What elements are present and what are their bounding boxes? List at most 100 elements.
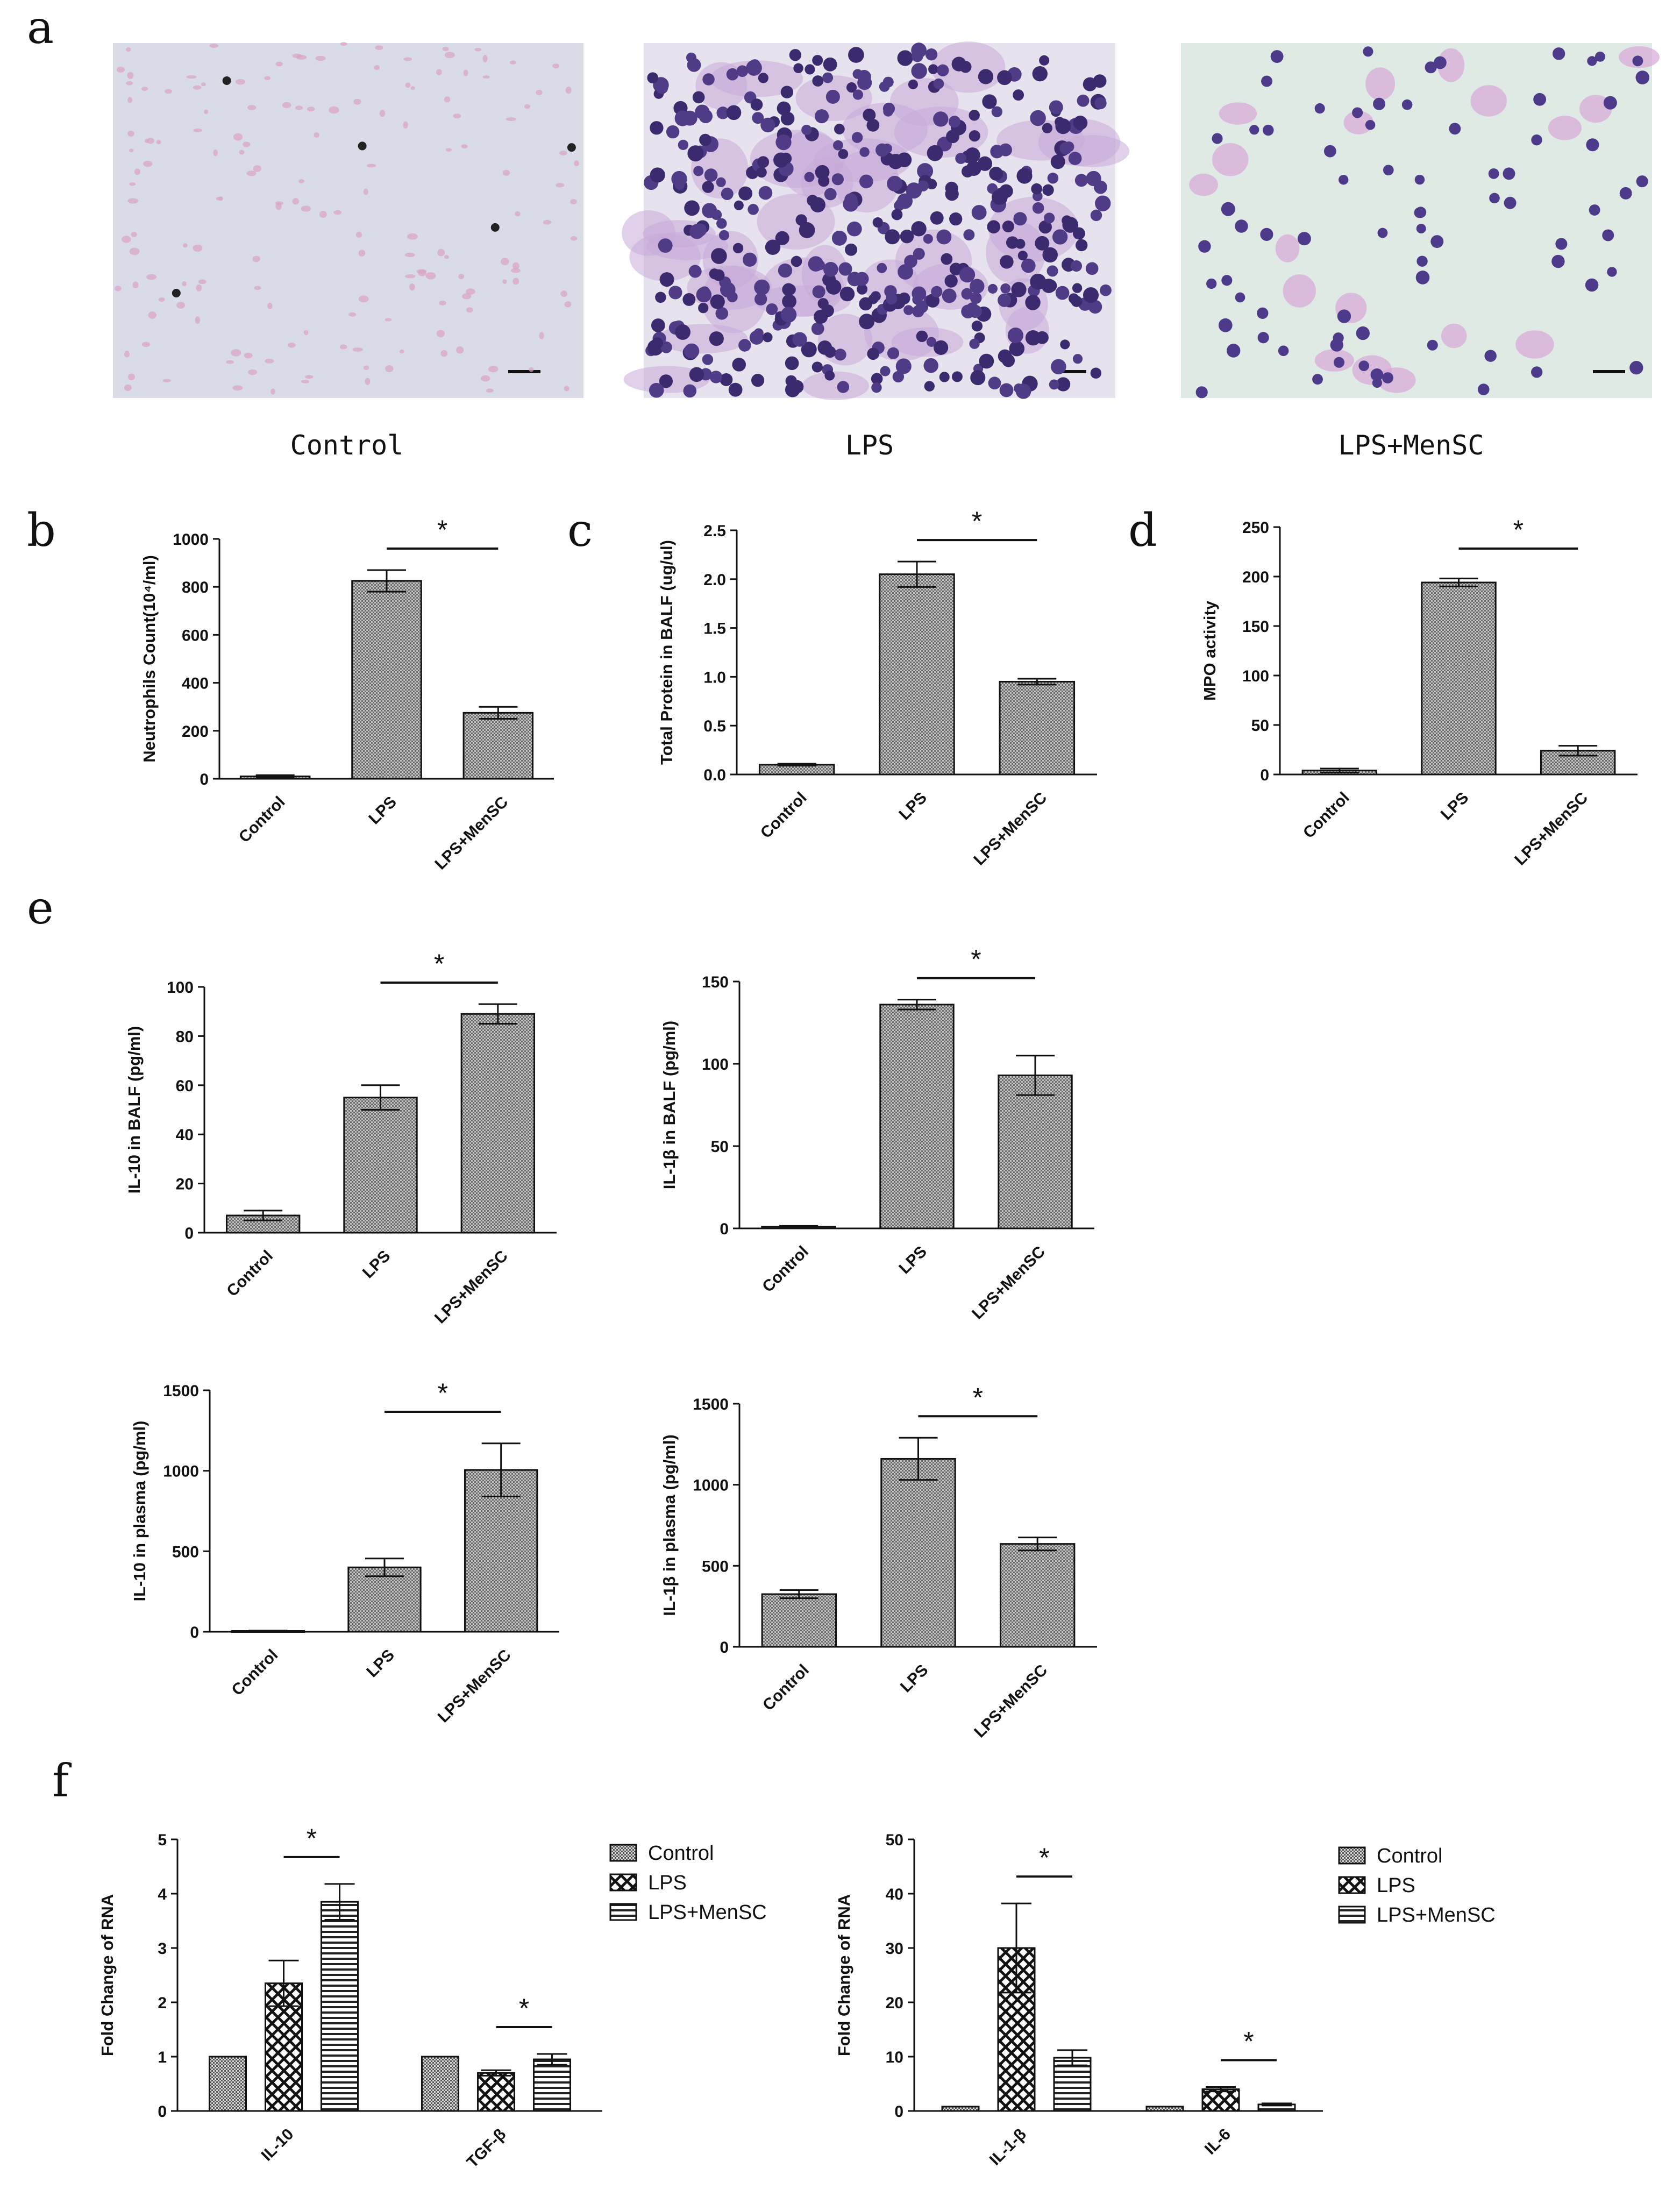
cell-mark	[1206, 278, 1217, 289]
cell-mark	[1049, 379, 1059, 390]
cell-mark	[348, 312, 357, 317]
cell-mark	[987, 220, 1001, 234]
cell-mark	[399, 349, 404, 354]
cell-mark	[143, 160, 153, 167]
cell-mark	[857, 283, 868, 295]
cell-mark	[651, 337, 664, 349]
significance-star: *	[971, 944, 981, 975]
cell-mark	[565, 86, 572, 94]
cell-mark	[812, 75, 824, 87]
cell-mark	[1607, 267, 1617, 277]
cell-mark	[916, 330, 928, 343]
cell-mark	[1038, 220, 1052, 234]
bar-lps	[343, 1097, 418, 1234]
cell-mark	[757, 156, 770, 168]
legend-label: LPS+MenSC	[648, 1901, 767, 1924]
bar-control	[421, 2056, 459, 2112]
cell-mark	[824, 188, 837, 201]
cell-mark	[716, 177, 726, 187]
cell-mark	[871, 291, 881, 302]
y-axis-label: IL-1β in BALF (pg/ml)	[660, 1021, 679, 1189]
cell-mark	[930, 211, 944, 225]
y-tick-label: 150	[702, 973, 729, 991]
cell-mark	[358, 141, 367, 151]
cell-mark	[1235, 219, 1248, 233]
cell-mark	[1330, 338, 1343, 352]
cell-mark	[416, 269, 427, 274]
bar-lps	[477, 2072, 515, 2112]
cell-mark	[955, 153, 967, 164]
y-tick-label: 400	[182, 675, 209, 693]
cell-mark	[743, 252, 757, 267]
cell-mark	[405, 82, 411, 88]
cell-mark	[736, 65, 749, 77]
y-tick-label: 1.5	[703, 620, 726, 638]
cell-mark	[1441, 323, 1467, 349]
cell-mark	[1025, 330, 1041, 346]
chart-il10-plasma: 0 500 1000 1500 IL-10 in plasma (pg/ml) Contr…	[130, 1378, 559, 1726]
cell-mark	[436, 69, 442, 75]
cell-mark	[1060, 339, 1070, 350]
cell-mark	[987, 283, 998, 294]
cell-mark	[801, 342, 817, 358]
cell-mark	[352, 347, 363, 352]
cell-mark	[773, 152, 789, 168]
cell-mark	[656, 82, 668, 94]
cell-mark	[385, 365, 394, 372]
cell-mark	[715, 307, 729, 320]
bar-lps-mensc	[999, 680, 1076, 776]
cell-mark	[559, 150, 567, 156]
cell-mark	[482, 75, 490, 79]
cell-mark	[1430, 235, 1444, 248]
cell-mark	[193, 85, 202, 90]
y-tick-label: 0	[190, 1624, 199, 1641]
cell-mark	[688, 265, 702, 278]
cell-mark	[990, 145, 1004, 159]
x-category-label: LPS+MenSC	[1511, 789, 1591, 869]
significance-star: *	[438, 1378, 448, 1408]
cell-mark	[900, 229, 914, 244]
y-tick-label: 20	[176, 1176, 194, 1193]
cell-mark	[1017, 251, 1028, 261]
cell-mark	[182, 281, 187, 287]
cell-mark	[1427, 339, 1438, 351]
cell-mark	[698, 303, 709, 314]
cell-mark	[1013, 89, 1024, 101]
cell-mark	[1401, 99, 1413, 110]
cell-mark	[801, 124, 812, 136]
cell-mark	[1531, 366, 1543, 378]
cell-mark	[951, 56, 966, 72]
y-tick-label: 40	[176, 1126, 194, 1144]
cell-mark	[122, 236, 131, 243]
cell-mark	[912, 294, 923, 305]
cell-mark	[1226, 344, 1241, 358]
cell-mark	[709, 371, 723, 383]
cell-mark	[275, 61, 283, 67]
cell-mark	[674, 180, 685, 190]
cell-mark	[129, 247, 140, 255]
cell-mark	[1249, 125, 1259, 135]
cell-mark	[1470, 85, 1507, 117]
cell-mark	[799, 222, 815, 238]
cell-mark	[1372, 378, 1382, 388]
panel-letter-e: e	[27, 881, 54, 934]
legend-label: LPS	[648, 1872, 687, 1894]
micrograph-control	[113, 42, 583, 398]
cell-mark	[891, 209, 903, 221]
y-axis-label: Total Protein in BALF (ug/ul)	[657, 540, 676, 765]
x-category-label: LPS+MenSC	[969, 1243, 1049, 1323]
cell-mark	[933, 111, 949, 127]
cell-mark	[970, 292, 982, 304]
cell-mark	[845, 243, 858, 256]
cell-mark	[834, 349, 846, 361]
cell-mark	[1002, 220, 1014, 233]
y-tick-label: 1	[158, 2049, 167, 2066]
cell-mark	[997, 70, 1012, 86]
cell-mark	[440, 350, 448, 357]
cell-mark	[329, 106, 339, 114]
cell-mark	[792, 332, 807, 347]
cell-mark	[1077, 94, 1090, 107]
cell-mark	[1260, 228, 1273, 241]
cell-mark	[1333, 357, 1345, 368]
cell-mark	[791, 255, 802, 267]
